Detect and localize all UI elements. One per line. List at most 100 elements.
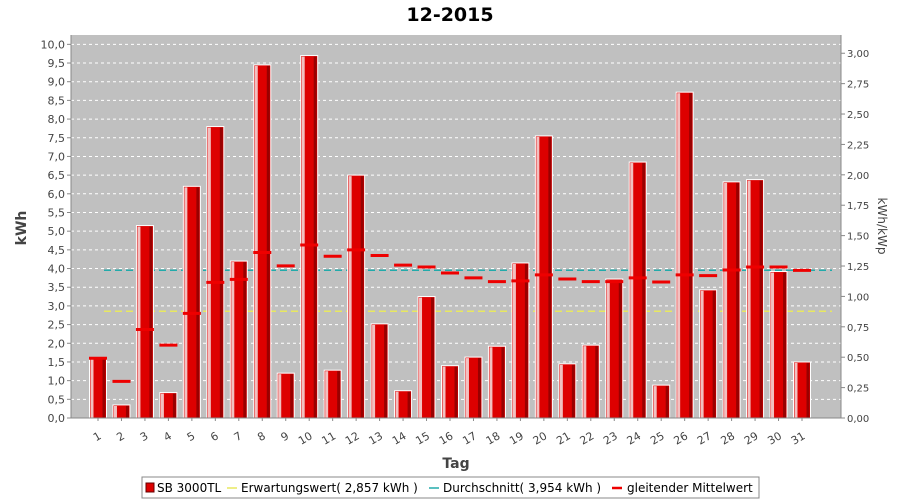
bar-highlight — [700, 290, 704, 418]
bar-shade — [759, 180, 763, 418]
y-tick-label: 8,0 — [48, 113, 66, 126]
bar-shade — [595, 346, 599, 418]
bar-shade — [548, 136, 552, 418]
y2-tick-label: 3,00 — [847, 49, 869, 60]
x-tick-label: 4 — [161, 429, 174, 444]
x-tick-label: 18 — [484, 429, 503, 447]
bar-shade — [290, 374, 294, 418]
y2-tick-label: 2,00 — [847, 171, 869, 182]
bar-shade — [102, 359, 106, 418]
y-tick-label: 9,0 — [48, 76, 66, 89]
bar-shade — [783, 272, 787, 418]
bar-shade — [712, 290, 716, 418]
y-tick-label: 5,0 — [48, 225, 66, 238]
bar-highlight — [606, 279, 610, 418]
bar-highlight — [137, 226, 141, 418]
legend-label: Durchschnitt( 3,954 kWh ) — [443, 481, 601, 495]
bar-shade — [149, 226, 153, 418]
bar-shade — [337, 371, 341, 418]
bar-highlight — [465, 358, 469, 418]
bar-highlight — [160, 393, 164, 418]
x-tick-label: 24 — [625, 429, 644, 447]
bar-shade — [360, 176, 364, 418]
y2-tick-label: 0,25 — [847, 384, 869, 395]
bar-shade — [689, 93, 693, 419]
y2-tick-label: 1,50 — [847, 232, 869, 243]
x-tick-label: 11 — [320, 429, 339, 447]
bar-highlight — [90, 359, 94, 418]
y-tick-label: 1,0 — [48, 375, 66, 388]
bar-highlight — [724, 182, 728, 418]
y-tick-label: 4,5 — [48, 244, 66, 257]
y-tick-label: 2,5 — [48, 319, 66, 332]
x-tick-label: 31 — [789, 429, 808, 447]
bar-highlight — [536, 136, 540, 418]
x-axis-title: Tag — [442, 456, 469, 472]
x-tick-label: 20 — [531, 429, 550, 447]
bar-highlight — [771, 272, 775, 418]
moving-average-series — [89, 243, 811, 383]
x-tick-label: 10 — [296, 429, 315, 447]
y-axis-ticks: 0,0 0,5 1,0 1,5 2,0 2,5 3,0 3,5 4,0 4,5 5,0 5,5 6,0 6… — [41, 38, 71, 425]
x-tick-label: 21 — [554, 429, 573, 447]
bar-shade — [571, 364, 575, 418]
bar-shade — [384, 324, 388, 418]
x-tick-label: 25 — [648, 429, 667, 447]
y-tick-label: 5,5 — [48, 206, 66, 219]
bar-shade — [501, 347, 505, 418]
x-tick-label: 27 — [695, 429, 714, 447]
x-tick-label: 3 — [138, 429, 151, 444]
y2-tick-label: 1,00 — [847, 292, 869, 303]
y2-axis-ticks: 0,00 0,25 0,50 0,75 1,00 1,25 1,50 1,75 2,00 2,25… — [841, 49, 869, 425]
y2-tick-label: 1,25 — [847, 262, 869, 273]
x-tick-label: 17 — [460, 429, 479, 447]
bar-shade — [524, 263, 528, 418]
y-tick-label: 7,5 — [48, 132, 66, 145]
bar-highlight — [372, 324, 376, 418]
x-tick-label: 2 — [114, 429, 127, 444]
bar-highlight — [207, 127, 211, 419]
x-tick-label: 22 — [578, 429, 597, 447]
x-tick-label: 23 — [601, 429, 620, 447]
legend-box — [141, 476, 760, 499]
y2-tick-label: 1,75 — [847, 201, 869, 212]
bar-shade — [806, 362, 810, 418]
bar-highlight — [630, 163, 634, 418]
bar-shade — [736, 182, 740, 418]
x-tick-label: 12 — [343, 429, 362, 447]
bar-highlight — [348, 176, 352, 418]
x-tick-label: 28 — [718, 429, 737, 447]
y2-axis-title: kWh/kWp — [875, 198, 889, 255]
bar-highlight — [747, 180, 751, 418]
bar-shade — [407, 391, 411, 418]
y-tick-label: 0,5 — [48, 393, 66, 406]
bar-highlight — [559, 364, 563, 418]
legend-label: SB 3000TL — [157, 481, 222, 495]
bar-highlight — [254, 65, 258, 418]
bar-highlight — [113, 405, 117, 418]
bar-highlight — [184, 187, 188, 418]
y-tick-label: 10,0 — [41, 38, 66, 51]
y-tick-label: 3,5 — [48, 281, 66, 294]
y-tick-label: 6,0 — [48, 188, 66, 201]
bar-shade — [172, 393, 176, 418]
chart-title: 12-2015 — [406, 4, 493, 26]
y-tick-label: 1,5 — [48, 356, 66, 369]
x-tick-label: 29 — [742, 429, 761, 447]
bar-shade — [313, 56, 317, 419]
bar-highlight — [442, 366, 446, 418]
bar-highlight — [278, 374, 282, 418]
x-tick-label: 14 — [390, 429, 409, 447]
bar-highlight — [677, 93, 681, 419]
bar-highlight — [395, 391, 399, 418]
x-tick-label: 9 — [279, 429, 292, 444]
x-axis-ticks: 1 2 3 4 5 6 7 8 9 10 11 12 13 14 15 16 17 18 19 20 21 22 23 24 2… — [91, 418, 808, 448]
y-tick-label: 8,5 — [48, 94, 66, 107]
bar-shade — [477, 358, 481, 418]
bar-highlight — [301, 56, 305, 419]
y2-tick-label: 0,00 — [847, 414, 869, 425]
legend-swatch — [145, 482, 155, 493]
bar-shade — [243, 262, 247, 418]
